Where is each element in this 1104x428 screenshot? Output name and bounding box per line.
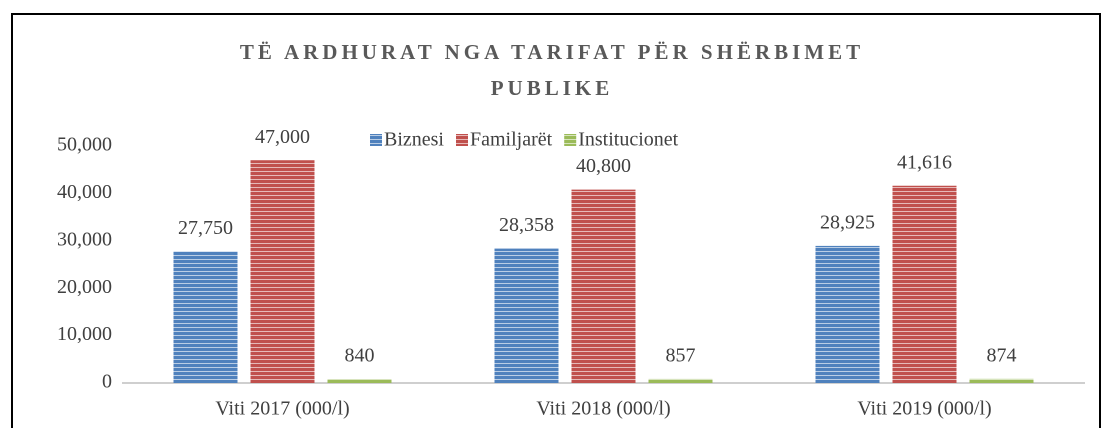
y-tick-label: 10,000 <box>57 323 112 345</box>
x-tick-label: Viti 2018 (000/l) <box>536 398 670 420</box>
legend-swatch <box>456 134 468 146</box>
bar <box>250 160 315 383</box>
legend-swatch <box>564 134 577 146</box>
chart-title: TË ARDHURAT NGA TARIFAT PËR SHËRBIMET PU… <box>239 40 865 100</box>
value-label: 857 <box>666 345 696 367</box>
bar <box>815 245 880 383</box>
y-tick-label: 0 <box>102 371 112 393</box>
bar <box>571 189 636 383</box>
chart-frame <box>11 13 1101 428</box>
value-label: 28,358 <box>499 214 554 236</box>
x-tick-label: Viti 2017 (000/l) <box>215 398 349 420</box>
y-tick-label: 20,000 <box>57 276 112 298</box>
value-label: 28,925 <box>820 211 875 233</box>
value-label: 41,616 <box>897 151 952 173</box>
value-label: 40,800 <box>576 155 631 177</box>
y-tick-label: 50,000 <box>57 134 112 156</box>
legend-swatch <box>370 134 382 146</box>
bar <box>892 185 957 383</box>
y-tick-label: 30,000 <box>57 228 112 250</box>
bar <box>648 378 713 383</box>
value-label: 47,000 <box>255 126 310 148</box>
bar <box>969 378 1034 383</box>
legend-label: Institucionet <box>578 129 678 151</box>
bar <box>173 251 238 383</box>
legend-label: Biznesi <box>384 129 444 151</box>
value-label: 874 <box>987 344 1017 366</box>
bar <box>327 379 392 383</box>
value-label: 840 <box>345 345 375 367</box>
x-tick-label: Viti 2019 (000/l) <box>857 398 991 420</box>
bar <box>494 248 559 383</box>
legend-label: Familjarët <box>470 129 553 151</box>
value-label: 27,750 <box>178 217 233 239</box>
y-tick-label: 40,000 <box>57 181 112 203</box>
